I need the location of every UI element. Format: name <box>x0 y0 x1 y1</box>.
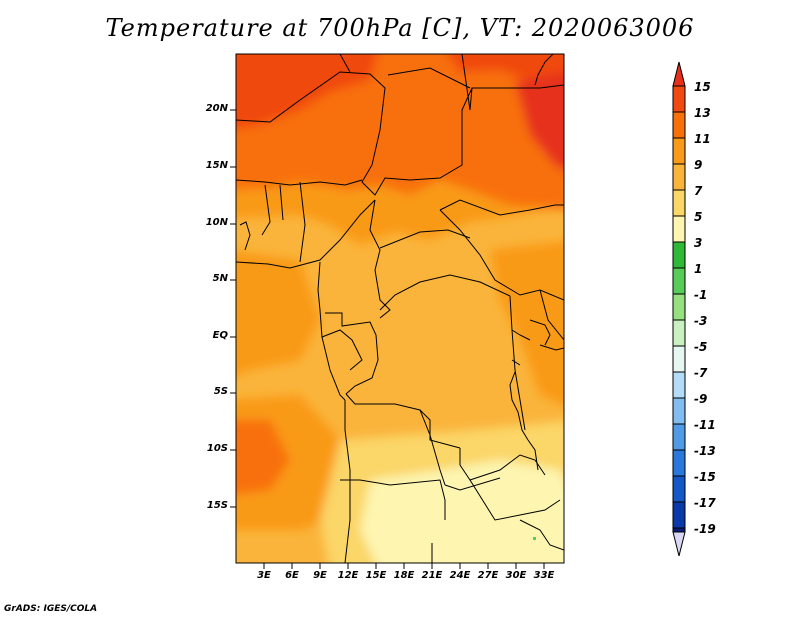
lat-label: 5S <box>213 386 228 397</box>
colorbar-segment <box>672 267 686 295</box>
longitude-ticks <box>263 563 545 569</box>
lon-label: 9E <box>313 570 327 581</box>
colorbar-segment <box>672 241 686 269</box>
colorbar-segment <box>672 293 686 321</box>
colorbar-label: -7 <box>694 366 708 380</box>
color-bar <box>672 61 686 557</box>
country-borders <box>236 54 564 563</box>
lat-label: 10N <box>205 217 228 228</box>
colorbar-segment <box>672 163 686 191</box>
colorbar-segment <box>672 501 686 529</box>
colorbar-segment <box>672 319 686 347</box>
colorbar-segment <box>672 475 686 503</box>
map-frame <box>235 53 565 564</box>
colorbar-label: -9 <box>694 392 708 406</box>
colorbar-segment <box>672 85 686 113</box>
lat-label: 15N <box>205 160 228 171</box>
colorbar-label: 9 <box>694 158 703 172</box>
colorbar-segment <box>672 137 686 165</box>
credit-text: GrADS: IGES/COLA <box>4 604 98 614</box>
colorbar-segment <box>672 527 686 533</box>
lon-label: 18E <box>393 570 415 581</box>
colorbar-label: -17 <box>694 496 716 510</box>
latitude-ticks <box>230 109 236 508</box>
colorbar-segment <box>672 397 686 425</box>
colorbar-label: 15 <box>694 80 711 94</box>
colorbar-label: 1 <box>694 262 703 276</box>
colorbar-segment <box>672 111 686 139</box>
lon-label: 3E <box>257 570 271 581</box>
colorbar-label: 7 <box>694 184 703 198</box>
colorbar-label: 3 <box>694 236 703 250</box>
lat-label: EQ <box>212 330 228 341</box>
colorbar-label: 13 <box>694 106 711 120</box>
lat-label: 20N <box>205 103 228 114</box>
colorbar-bottom-arrow <box>672 531 686 557</box>
lon-label: 21E <box>421 570 443 581</box>
colorbar-segment <box>672 345 686 373</box>
lon-label: 33E <box>533 570 555 581</box>
lat-label: 15S <box>206 500 228 511</box>
lon-label: 12E <box>337 570 359 581</box>
lon-label: 24E <box>449 570 471 581</box>
colorbar-top-arrow <box>672 61 686 87</box>
lon-label: 27E <box>477 570 499 581</box>
colorbar-label: -11 <box>694 418 716 432</box>
colorbar-label: 5 <box>694 210 703 224</box>
colorbar-segment <box>672 215 686 243</box>
colorbar-label: -15 <box>694 470 716 484</box>
colorbar-label: -1 <box>694 288 708 302</box>
chart-title: Temperature at 700hPa [C], VT: 202006300… <box>105 14 695 42</box>
lon-label: 15E <box>365 570 387 581</box>
lat-label: 5N <box>212 273 228 284</box>
colorbar-segment <box>672 371 686 399</box>
colorbar-segment <box>672 449 686 477</box>
colorbar-segment <box>672 189 686 217</box>
lon-label: 6E <box>285 570 299 581</box>
colorbar-label: -5 <box>694 340 708 354</box>
colorbar-label: -13 <box>694 444 716 458</box>
temperature-field <box>236 54 564 563</box>
colorbar-label: -3 <box>694 314 708 328</box>
colorbar-label: -19 <box>694 522 716 536</box>
colorbar-segment <box>672 423 686 451</box>
colorbar-label: 11 <box>694 132 711 146</box>
lon-label: 30E <box>505 570 527 581</box>
lat-label: 10S <box>206 443 228 454</box>
